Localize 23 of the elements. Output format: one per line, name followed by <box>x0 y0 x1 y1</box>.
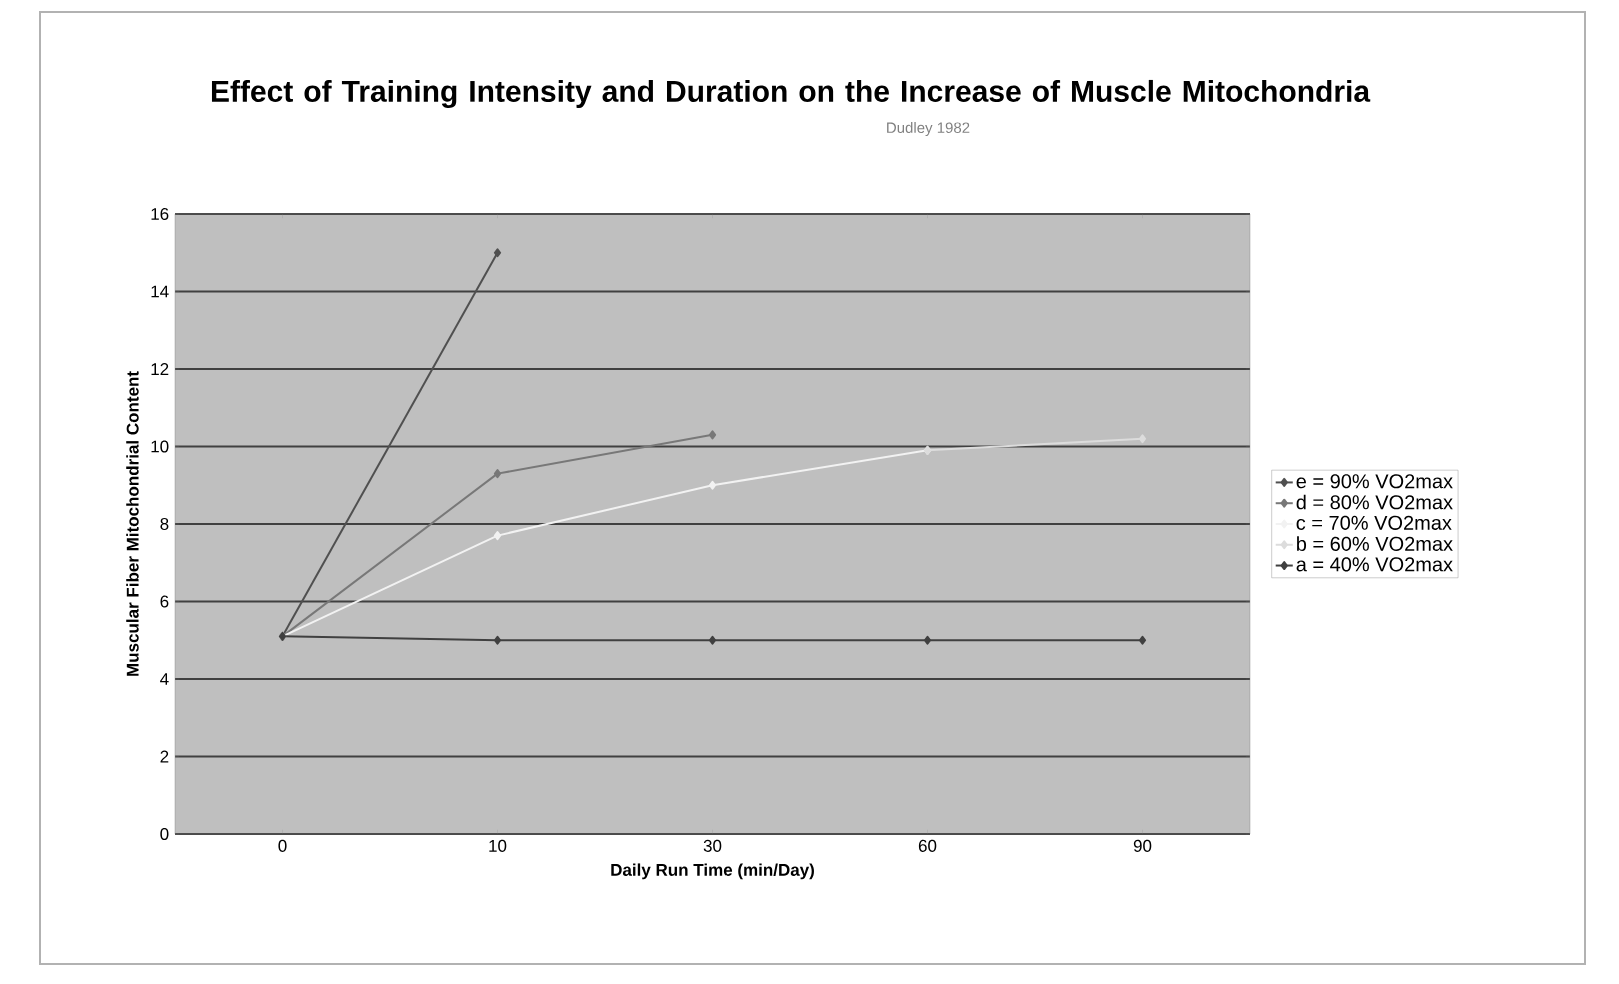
y-tick-label: 2 <box>160 750 169 763</box>
y-tick-label: 4 <box>160 673 169 685</box>
legend-label: c = 70% VO2max <box>1296 515 1452 530</box>
legend-label: a = 40% VO2max <box>1296 557 1453 572</box>
x-tick-label: 60 <box>918 839 937 852</box>
y-axis-title: Muscular Fiber Mitochondrial Content <box>126 371 139 676</box>
y-tick-label: 0 <box>160 827 169 841</box>
y-tick-label: 10 <box>151 440 169 453</box>
chart-title: Effect of Training Intensity and Duration on the Increase of Muscle Mitochondria <box>211 79 1371 109</box>
x-tick-label: 0 <box>278 839 287 852</box>
legend-label: b = 60% VO2max <box>1297 536 1453 551</box>
legend-label: e = 90% VO2max <box>1296 474 1453 489</box>
text: Dudley 1982 <box>887 121 970 136</box>
legend-label: d = 80% VO2max <box>1296 494 1453 510</box>
y-tick-label: 6 <box>160 595 169 608</box>
y-tick-label: 14 <box>151 285 169 298</box>
y-tick-label: 16 <box>151 207 169 221</box>
x-tick-label: 90 <box>1133 839 1152 852</box>
x-tick-label: 30 <box>703 839 722 852</box>
y-tick-label: 12 <box>151 363 169 375</box>
y-tick-label: 8 <box>160 517 169 531</box>
x-axis-title: Daily Run Time (min/Day) <box>611 863 814 880</box>
x-tick-label: 10 <box>489 839 507 852</box>
